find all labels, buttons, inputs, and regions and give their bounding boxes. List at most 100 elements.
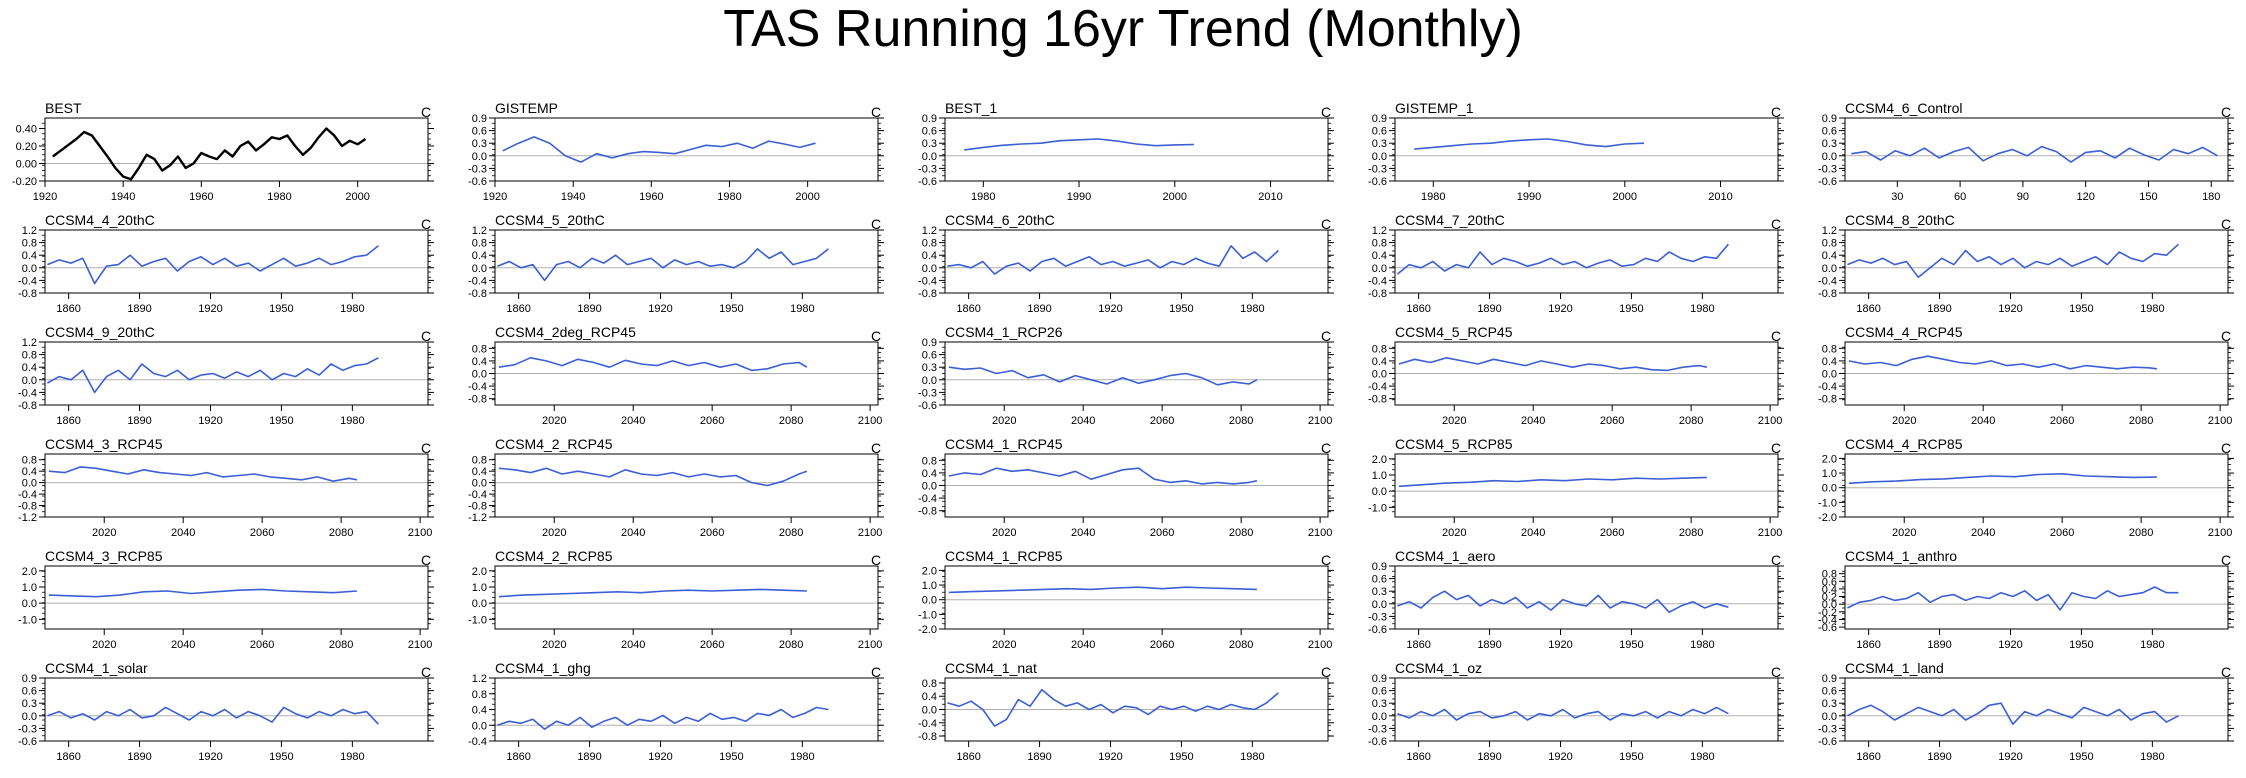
y-tick-label: 2.0 (1372, 454, 1387, 466)
x-tick-label: 2060 (1150, 527, 1174, 539)
x-tick-label: 1920 (1098, 751, 1122, 763)
panel-title: BEST_1 (945, 100, 998, 116)
x-tick-label: 2060 (1600, 415, 1624, 427)
y-tick-label: -0.4 (1818, 614, 1837, 626)
x-tick-label: 2100 (408, 639, 432, 651)
y-tick-label: 2.0 (1822, 453, 1837, 465)
chart-panel: CCSM4_1_anthro C 0.8 0.6 0.4 0.2 0.0 -0.2 -0.4 -0… (1800, 548, 2245, 658)
x-tick-label: 2020 (542, 527, 566, 539)
y-tick-label: 1.2 (472, 673, 487, 685)
plot-area: 1.2 0.8 0.4 0.0 -0.4 1860 1890 1920 1950 1980 (468, 673, 884, 763)
y-tick-label: 1.0 (1372, 470, 1387, 482)
x-tick-label: 2020 (992, 639, 1016, 651)
y-tick-label: 0.3 (22, 698, 37, 710)
y-tick-label: 0.8 (1822, 569, 1837, 581)
chart-panel: BEST_1 C 0.9 0.6 0.3 0.0 -0.3 -0.6 1980 1990 2000 2… (900, 100, 1345, 210)
x-tick-label: 1980 (1421, 191, 1445, 203)
chart-panel: CCSM4_4_RCP45 C 0.8 0.4 0.0 -0.4 -0.8 2020 2040 2… (1800, 324, 2245, 434)
y-tick-label: 0.8 (472, 238, 487, 250)
plot-area: 2.0 1.0 0.0 -1.0 2020 2040 2060 2080 2100 (468, 565, 884, 651)
series-line (1398, 476, 1707, 488)
y-tick-label: 0.4 (922, 468, 937, 480)
plot-area: 1.20.80.40.0-0.4-0.8 1860 1890 1920 1950 1980 (18, 225, 434, 315)
y-tick-label: -0.8 (1818, 288, 1837, 300)
chart-panel: CCSM4_5_RCP45 C 0.8 0.4 0.0 -0.4 -0.8 2020 2040 2… (1350, 324, 1795, 434)
y-tick-label: -0.8 (1368, 288, 1387, 300)
y-tick-label: -0.8 (18, 288, 37, 300)
chart-panel: CCSM4_6_Control C 0.9 0.6 0.3 0.0 -0.3 -0.6 30 60… (1800, 100, 2245, 210)
y-tick-label: 0.8 (922, 678, 937, 690)
x-tick-label: 1920 (1998, 303, 2022, 315)
plot-area: 0.90.60.30.0-0.3-0.6 2020 2040 2060 2080 2100 (918, 337, 1334, 427)
y-tick-label: -0.3 (468, 163, 487, 175)
x-tick-label: 1920 (1998, 639, 2022, 651)
x-tick-label: 1860 (56, 415, 80, 427)
plot-area: 0.80.4 0.0-0.4-0.8 1860 1890 1920 1950 1980 (918, 677, 1334, 763)
chart-panel: CCSM4_1_solar C 0.9 0.6 0.3 0.0 -0.3 -0.6 1860 18… (0, 660, 445, 770)
x-tick-label: 1950 (2069, 751, 2093, 763)
x-tick-label: 1980 (790, 751, 814, 763)
x-tick-label: 2020 (1442, 527, 1466, 539)
y-tick-label: -0.4 (18, 387, 37, 399)
y-tick-label: 0.0 (1822, 151, 1837, 163)
y-tick-label: 0.8 (1822, 238, 1837, 250)
x-tick-label: 1980 (340, 751, 364, 763)
x-tick-label: 1950 (1169, 303, 1193, 315)
x-tick-label: 1920 (198, 751, 222, 763)
x-tick-label: 2060 (2050, 527, 2074, 539)
page-title: TAS Running 16yr Trend (Monthly) (723, 0, 1523, 58)
x-tick-label: 30 (1891, 191, 1903, 203)
y-tick-label: 0.8 (22, 238, 37, 250)
plot-frame (44, 565, 429, 630)
x-tick-label: 1980 (1240, 303, 1264, 315)
series-line (1414, 138, 1645, 150)
unit-label: C (421, 440, 432, 456)
y-tick-label: 0.3 (1372, 586, 1387, 598)
y-tick-label: 0.0 (22, 711, 37, 723)
plot-area: 0.80.40.0-0.4-0.8-1.2 2020 2040 2060 2080 210… (18, 453, 434, 539)
x-tick-label: 2010 (1708, 191, 1732, 203)
y-tick-label: -0.2 (1818, 607, 1837, 619)
y-tick-label: 1.0 (922, 580, 937, 592)
plot-area: 0.80.40.0-0.4-0.8 2020 2040 2060 2080 2100 (918, 453, 1334, 539)
x-tick-label: 1920 (483, 191, 507, 203)
series-line (1398, 357, 1708, 372)
y-tick-label: 1.2 (472, 225, 487, 237)
y-tick-label: -0.4 (468, 275, 487, 287)
panel-title: CCSM4_5_RCP85 (1395, 436, 1513, 452)
y-tick-label: 0.3 (1372, 138, 1387, 150)
y-tick-label: 0.4 (1822, 584, 1837, 596)
y-tick-label: -0.8 (1368, 394, 1387, 406)
x-tick-label: 2100 (2208, 527, 2232, 539)
chart-panel: GISTEMP_1 C 0.9 0.6 0.3 0.0 -0.3 -0.6 1980 1990 20… (1350, 100, 1795, 210)
plot-area: 2.0 1.0 0.0 -1.0 -2.0 2020 2040 2060 2080 2100 (918, 565, 1334, 651)
x-tick-label: 2000 (345, 191, 369, 203)
y-tick-label: 0.0 (922, 151, 937, 163)
x-tick-label: 2020 (1892, 527, 1916, 539)
chart-panel: CCSM4_5_RCP85 C 2.0 1.0 0.0 -1.0 2020 2040 2060 2… (1350, 436, 1795, 546)
x-tick-label: 2080 (329, 639, 353, 651)
y-tick-label: 0.4 (472, 250, 487, 262)
x-tick-label: 1920 (1548, 751, 1572, 763)
unit-label: C (1321, 328, 1332, 344)
series-line (48, 588, 357, 598)
y-tick-label: 0.9 (1372, 113, 1387, 125)
plot-frame (944, 565, 1329, 630)
panel-title: CCSM4_4_20thC (45, 212, 155, 228)
unit-label: C (871, 104, 882, 120)
unit-label: C (1321, 552, 1332, 568)
y-tick-label: 0.40 (16, 124, 37, 136)
x-tick-label: 2080 (1229, 527, 1253, 539)
unit-label: C (1321, 216, 1332, 232)
y-tick-label: -1.0 (1818, 497, 1837, 509)
x-tick-label: 1890 (1927, 303, 1951, 315)
y-tick-label: 2.0 (22, 566, 37, 578)
plot-area: 0.90.60.30.0-0.3-0.6 1980 1990 2000 2010 (918, 113, 1334, 203)
x-tick-label: 2100 (858, 527, 882, 539)
y-tick-label: 1.2 (922, 225, 937, 237)
y-tick-label: -0.3 (18, 723, 37, 735)
y-tick-label: 0.0 (1372, 599, 1387, 611)
chart-panel: CCSM4_4_20thC C 1.2 0.8 0.4 0.0 -0.4 -0.8 1860 18… (0, 212, 445, 322)
y-tick-label: -0.4 (468, 736, 487, 748)
